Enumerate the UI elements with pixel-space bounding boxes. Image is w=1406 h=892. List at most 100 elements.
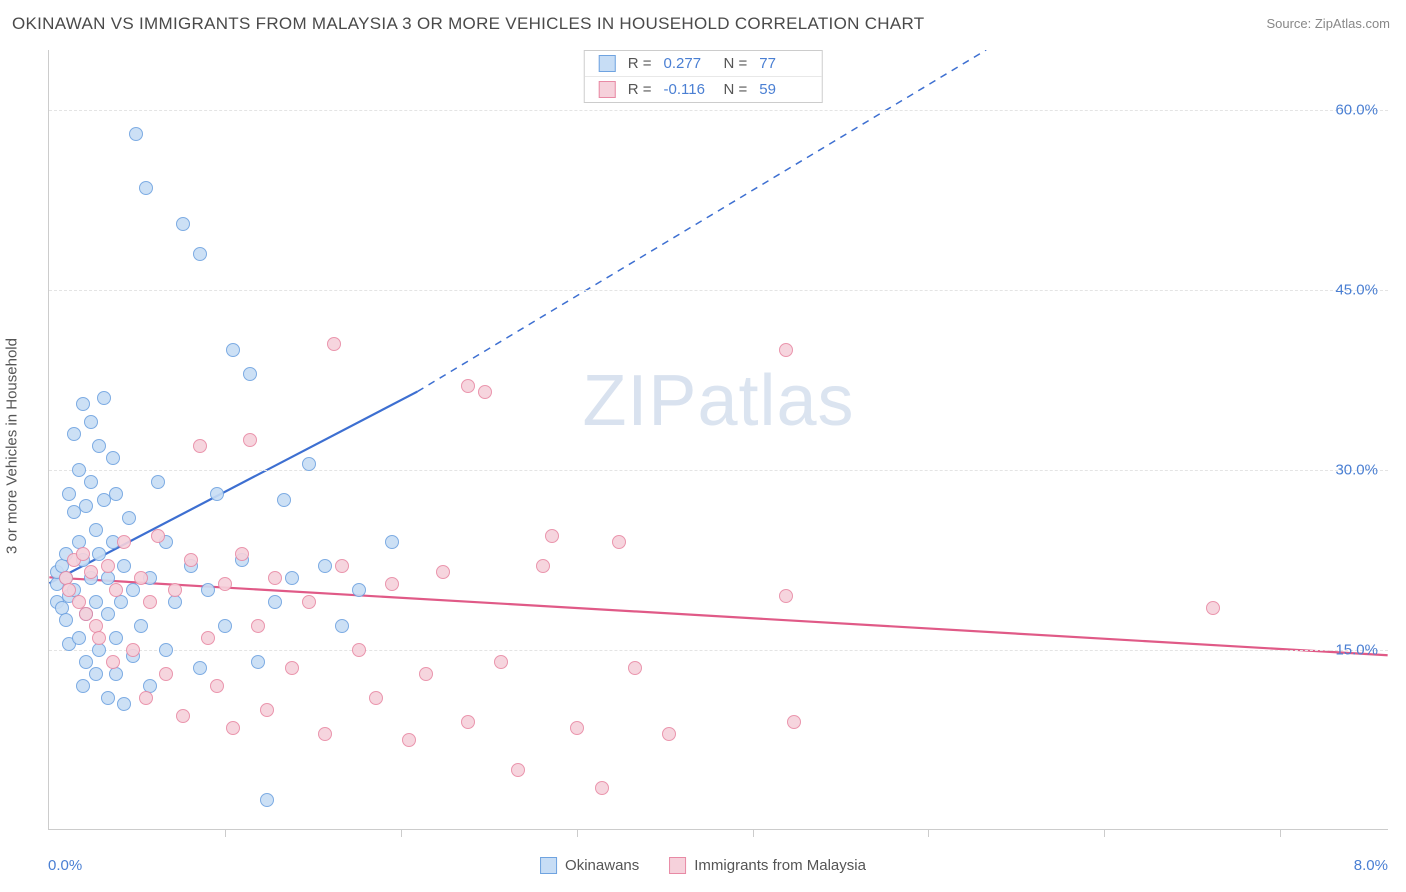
legend-label: Okinawans [565, 857, 639, 874]
scatter-point [235, 547, 249, 561]
scatter-point [122, 511, 136, 525]
scatter-point [787, 715, 801, 729]
scatter-point [385, 577, 399, 591]
scatter-point [285, 661, 299, 675]
n-value: 59 [759, 81, 807, 98]
scatter-point [62, 583, 76, 597]
scatter-point [779, 589, 793, 603]
scatter-point [210, 679, 224, 693]
scatter-point [218, 619, 232, 633]
x-tick [928, 829, 929, 837]
scatter-point [545, 529, 559, 543]
scatter-point [352, 583, 366, 597]
r-value: 0.277 [664, 55, 712, 72]
swatch-icon [669, 857, 686, 874]
swatch-icon [599, 81, 616, 98]
scatter-point [193, 247, 207, 261]
scatter-point [151, 529, 165, 543]
scatter-point [139, 691, 153, 705]
scatter-point [210, 487, 224, 501]
scatter-point [126, 583, 140, 597]
scatter-point [97, 391, 111, 405]
scatter-point [302, 457, 316, 471]
scatter-point [109, 667, 123, 681]
scatter-point [89, 595, 103, 609]
scatter-point [1206, 601, 1220, 615]
gridline [49, 470, 1388, 471]
scatter-point [79, 499, 93, 513]
x-tick [1280, 829, 1281, 837]
y-tick-label: 45.0% [1335, 282, 1378, 299]
legend-stats-row: R =-0.116N =59 [585, 76, 822, 102]
source-label: Source: ZipAtlas.com [1266, 16, 1390, 31]
legend-item-okinawans: Okinawans [540, 857, 639, 874]
swatch-icon [599, 55, 616, 72]
scatter-point [201, 631, 215, 645]
scatter-point [193, 661, 207, 675]
scatter-point [268, 595, 282, 609]
x-tick [401, 829, 402, 837]
scatter-point [260, 793, 274, 807]
legend-item-malaysia: Immigrants from Malaysia [669, 857, 866, 874]
scatter-point [260, 703, 274, 717]
scatter-point [302, 595, 316, 609]
r-label: R = [628, 81, 652, 98]
scatter-point [318, 727, 332, 741]
correlation-chart: OKINAWAN VS IMMIGRANTS FROM MALAYSIA 3 O… [0, 0, 1406, 892]
scatter-point [151, 475, 165, 489]
plot-area: ZIPatlas 15.0%30.0%45.0%60.0% [48, 50, 1388, 830]
gridline [49, 650, 1388, 651]
scatter-point [109, 583, 123, 597]
scatter-point [268, 571, 282, 585]
n-label: N = [724, 55, 748, 72]
scatter-point [79, 655, 93, 669]
scatter-point [327, 337, 341, 351]
scatter-point [143, 595, 157, 609]
scatter-point [159, 667, 173, 681]
scatter-point [134, 571, 148, 585]
scatter-point [79, 607, 93, 621]
scatter-point [62, 487, 76, 501]
scatter-point [201, 583, 215, 597]
scatter-point [369, 691, 383, 705]
scatter-point [436, 565, 450, 579]
scatter-point [385, 535, 399, 549]
scatter-point [168, 595, 182, 609]
scatter-point [511, 763, 525, 777]
scatter-point [628, 661, 642, 675]
scatter-point [159, 643, 173, 657]
scatter-point [67, 427, 81, 441]
scatter-point [402, 733, 416, 747]
x-axis-max-label: 8.0% [1354, 857, 1388, 874]
r-label: R = [628, 55, 652, 72]
scatter-point [117, 559, 131, 573]
scatter-point [243, 433, 257, 447]
scatter-point [101, 559, 115, 573]
scatter-point [59, 613, 73, 627]
scatter-point [114, 595, 128, 609]
scatter-point [76, 397, 90, 411]
scatter-point [335, 619, 349, 633]
n-value: 77 [759, 55, 807, 72]
scatter-point [352, 643, 366, 657]
scatter-point [335, 559, 349, 573]
scatter-point [106, 451, 120, 465]
x-tick [753, 829, 754, 837]
scatter-point [176, 709, 190, 723]
scatter-point [76, 547, 90, 561]
scatter-point [277, 493, 291, 507]
scatter-point [536, 559, 550, 573]
scatter-point [72, 631, 86, 645]
scatter-point [662, 727, 676, 741]
watermark: ZIPatlas [582, 360, 854, 442]
scatter-point [461, 379, 475, 393]
y-axis-title: 3 or more Vehicles in Household [4, 338, 21, 554]
scatter-point [218, 577, 232, 591]
scatter-point [461, 715, 475, 729]
scatter-point [84, 475, 98, 489]
scatter-point [251, 619, 265, 633]
scatter-point [117, 697, 131, 711]
y-tick-label: 60.0% [1335, 102, 1378, 119]
swatch-icon [540, 857, 557, 874]
scatter-point [779, 343, 793, 357]
